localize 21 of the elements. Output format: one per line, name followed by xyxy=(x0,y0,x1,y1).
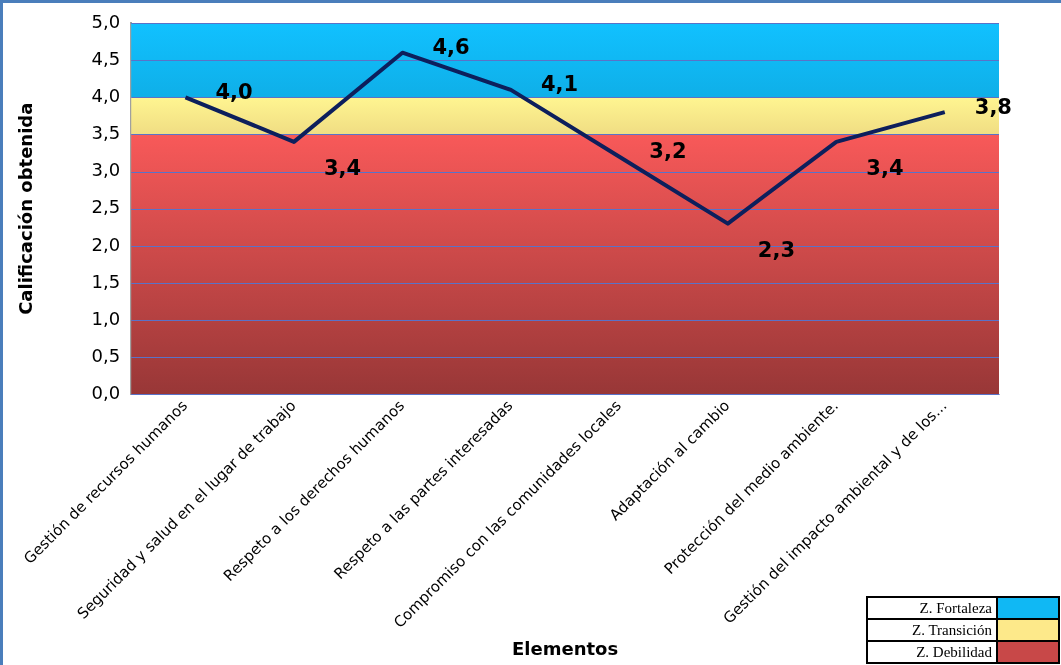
data-label: 4,6 xyxy=(432,35,470,60)
y-tick-label: 3,0 xyxy=(91,159,121,181)
y-tick-label: 0,0 xyxy=(91,382,121,404)
y-tick-label: 1,0 xyxy=(91,307,121,329)
y-tick-label: 4,0 xyxy=(91,84,121,106)
y-tick-label: 4,5 xyxy=(91,47,121,69)
y-axis-title: Calificación obtenida xyxy=(15,102,37,315)
data-label: 4,1 xyxy=(540,72,579,97)
legend-label: Z. Debilidad xyxy=(916,643,993,660)
data-label: 3,8 xyxy=(974,94,1012,119)
legend-label: Z. Fortaleza xyxy=(919,599,993,616)
y-tick-label: 5,0 xyxy=(91,10,121,32)
y-tick-label: 2,0 xyxy=(91,233,121,255)
y-tick-label: 0,5 xyxy=(91,345,121,366)
legend-label: Z. Transición xyxy=(911,621,993,638)
data-label: 4,0 xyxy=(215,79,253,104)
x-axis-title: Elementos xyxy=(512,637,619,659)
y-tick-label: 2,5 xyxy=(91,196,121,218)
y-tick-label: 1,5 xyxy=(91,270,121,292)
y-tick-label: 3,5 xyxy=(91,122,121,144)
data-label: 3,2 xyxy=(649,139,687,164)
